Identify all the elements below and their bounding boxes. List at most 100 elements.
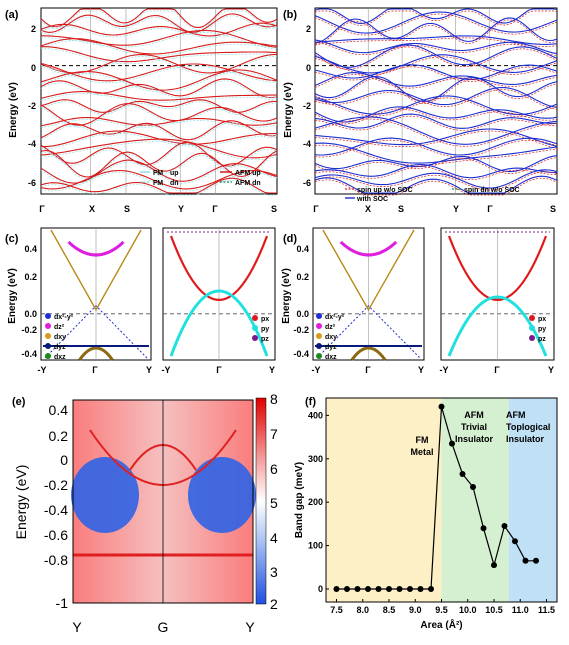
- band-secondary: [40, 101, 278, 115]
- panel-d-xtick: Γ: [494, 365, 500, 375]
- band-dx2y2: [316, 305, 421, 359]
- orb-dx2y2: dx²-y²: [54, 314, 74, 321]
- band-secondary: [314, 108, 558, 125]
- panel-d-label: (d): [283, 233, 297, 245]
- band: [40, 53, 278, 74]
- band: [40, 117, 278, 127]
- legend-afm-dn: AFM dn: [235, 180, 261, 187]
- band: [314, 163, 558, 179]
- panel-a-ytick: 0: [31, 63, 36, 73]
- panel-e-ytick: -0.6: [44, 527, 68, 543]
- band: [40, 169, 278, 190]
- band-secondary: [314, 166, 558, 181]
- orb-dxz: dxz: [325, 354, 337, 361]
- band: [314, 95, 558, 116]
- band-dxy: [322, 229, 415, 312]
- panel-e-colorbar: [255, 397, 267, 605]
- orb-dx2y2: dx²-y²: [325, 314, 345, 321]
- band: [314, 137, 558, 156]
- band-dx2y2: [44, 305, 148, 359]
- panel-d-ytick: -0.2: [293, 325, 309, 335]
- panel-e-ytick: -0.2: [44, 477, 68, 493]
- panel-c-ytick: 0.2: [24, 272, 37, 282]
- band-secondary: [314, 171, 558, 191]
- panel-a-xtick: Γ: [212, 204, 218, 214]
- band-dxz: [350, 346, 387, 361]
- band-secondary: [40, 15, 278, 35]
- band-secondary: [40, 172, 278, 192]
- data-point: [438, 403, 445, 410]
- region-afm-trivial-label: AFM: [464, 410, 484, 420]
- orb-pz: pz: [261, 336, 269, 343]
- panel-d-xtick: Y: [548, 365, 554, 375]
- panel-e-ytick: 0.2: [49, 428, 69, 444]
- legend-fm-up: FM: [153, 170, 163, 177]
- band: [314, 155, 558, 173]
- band: [314, 106, 558, 123]
- panel-b-ytick: -2: [303, 101, 311, 111]
- band: [314, 8, 558, 24]
- panel-d-ytick: 0.4: [296, 244, 309, 254]
- panel-c-xtick: Y: [146, 365, 152, 375]
- panel-a-ytick: -6: [28, 178, 36, 188]
- data-point: [396, 585, 403, 592]
- panel-a-ytick: -4: [28, 139, 36, 149]
- band: [40, 78, 278, 99]
- band: [41, 46, 278, 63]
- orb-px: px: [261, 316, 269, 323]
- band: [40, 8, 278, 29]
- band-secondary: [40, 56, 278, 76]
- region-band: [441, 398, 509, 602]
- data-point: [533, 557, 539, 564]
- region-afm-topo-label-3: Insulator: [506, 434, 545, 444]
- legend-spin-up: spin up w/o SOC: [357, 187, 413, 194]
- panel-d-xtick: Y: [418, 365, 424, 375]
- band: [314, 128, 558, 147]
- panel-c-xtick: Y: [269, 365, 275, 375]
- band-px: [169, 235, 269, 301]
- data-point: [365, 585, 371, 592]
- legend-fm-dn: FM: [153, 180, 163, 187]
- band-secondary: [314, 19, 558, 46]
- panel-d-ytick: 0.2: [296, 272, 309, 282]
- panel-a-xtick: X: [89, 204, 95, 214]
- band: [314, 113, 558, 129]
- legend-spin-dn: spin dn w/o SOC: [464, 187, 520, 194]
- region-band: [508, 398, 557, 602]
- band-py: [447, 295, 548, 357]
- legend-with-soc: with SOC: [356, 196, 388, 203]
- panel-b-ylabel: Energy (eV): [283, 82, 294, 138]
- region-afm-topo-label: AFM: [506, 410, 526, 420]
- band: [314, 76, 558, 103]
- colorbar-tick: 8: [270, 391, 278, 407]
- band-secondary: [314, 37, 558, 47]
- region-fm-label-2: Metal: [410, 447, 433, 457]
- data-point: [501, 523, 508, 530]
- band-secondary: [40, 80, 278, 100]
- colorbar-tick: 3: [270, 564, 278, 580]
- panel-b-xtick: Y: [453, 204, 459, 214]
- bulk-gap-right: [188, 457, 256, 533]
- band: [314, 72, 558, 87]
- orb-dxz: dxz: [54, 354, 66, 361]
- x-tick-label: 10.5: [485, 605, 503, 615]
- band-secondary: [314, 46, 558, 70]
- panel-c-orbital-legend: dx²-y² dz² dxy dyz dxz px py pz: [45, 313, 269, 361]
- band-secondary: [314, 41, 558, 56]
- y-tick-label: 400: [308, 410, 323, 420]
- data-point: [449, 440, 455, 447]
- band-secondary: [40, 71, 278, 93]
- band: [40, 149, 278, 178]
- region-afm-topo-label-2: Toplogical: [506, 422, 550, 432]
- band: [314, 64, 558, 81]
- band: [40, 91, 277, 101]
- region-fm-label: FM: [416, 435, 429, 445]
- data-point: [428, 585, 434, 592]
- band-secondary: [40, 122, 278, 143]
- data-point: [407, 585, 413, 592]
- band-secondary: [40, 24, 278, 39]
- panel-c-ytick: 0.0: [24, 309, 37, 319]
- band: [314, 142, 558, 164]
- data-point: [512, 538, 518, 545]
